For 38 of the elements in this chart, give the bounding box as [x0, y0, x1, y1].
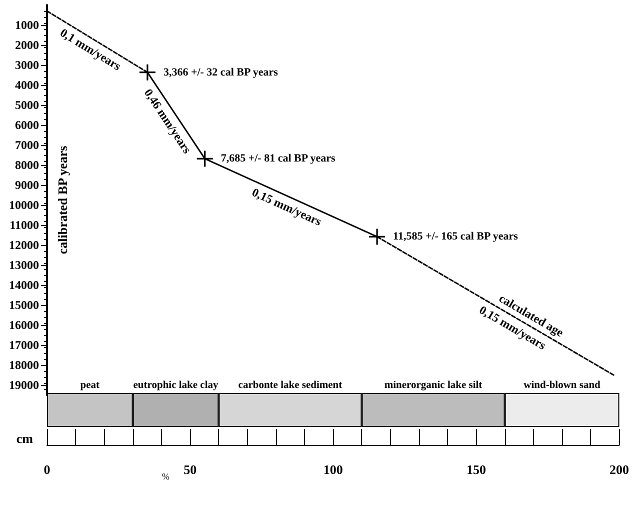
point [139, 64, 156, 80]
point [369, 228, 386, 245]
x-tick-label: 0 [44, 462, 50, 477]
series-label: minerorganic lake silt [384, 380, 483, 391]
y-axis-title: calibrated BP years [55, 146, 70, 254]
series-label: eutrophic lake clay [133, 380, 219, 391]
y-tick-label: 2000 [15, 38, 39, 52]
x-tick-label: 100 [323, 462, 343, 477]
y-tick-label: 15000 [9, 298, 39, 312]
x-tick-label: 150 [466, 462, 486, 477]
annotation: 7,685 +/- 81 cal BP years [220, 152, 336, 165]
text: % [162, 472, 170, 482]
y-tick-label: 18000 [9, 358, 39, 372]
series-label: wind-blown sand [524, 380, 601, 391]
annotation: 3,366 +/- 32 cal BP years [163, 66, 279, 78]
y-tick-label: 16000 [9, 318, 39, 332]
y-tick-label: 3000 [15, 58, 39, 72]
y-tick-label: 10000 [9, 198, 39, 212]
x-axis-title: cm [16, 431, 34, 446]
y-tick-label: 12000 [9, 238, 39, 252]
point [196, 150, 213, 167]
y-tick-label: 1000 [15, 18, 39, 32]
annotation: 11,585 +/- 165 cal BP years [393, 230, 519, 243]
y-tick-label: 4000 [15, 78, 39, 92]
series-label: carbonte lake sediment [238, 380, 343, 391]
y-tick-label: 13000 [9, 258, 39, 272]
y-tick-label: 17000 [9, 338, 39, 352]
x-tick-label: 50 [184, 462, 197, 477]
x-tick-label: 200 [610, 462, 629, 477]
y-tick-label: 8000 [15, 158, 39, 172]
y-tick-label: 6000 [15, 118, 39, 132]
y-tick-label: 11000 [10, 218, 39, 232]
y-tick-label: 7000 [15, 138, 39, 152]
y-tick-label: 14000 [9, 278, 39, 292]
series-label: peat [80, 380, 100, 391]
y-tick-label: 9000 [15, 178, 39, 192]
y-tick-label: 19000 [9, 378, 39, 392]
y-tick-label: 5000 [15, 98, 39, 112]
